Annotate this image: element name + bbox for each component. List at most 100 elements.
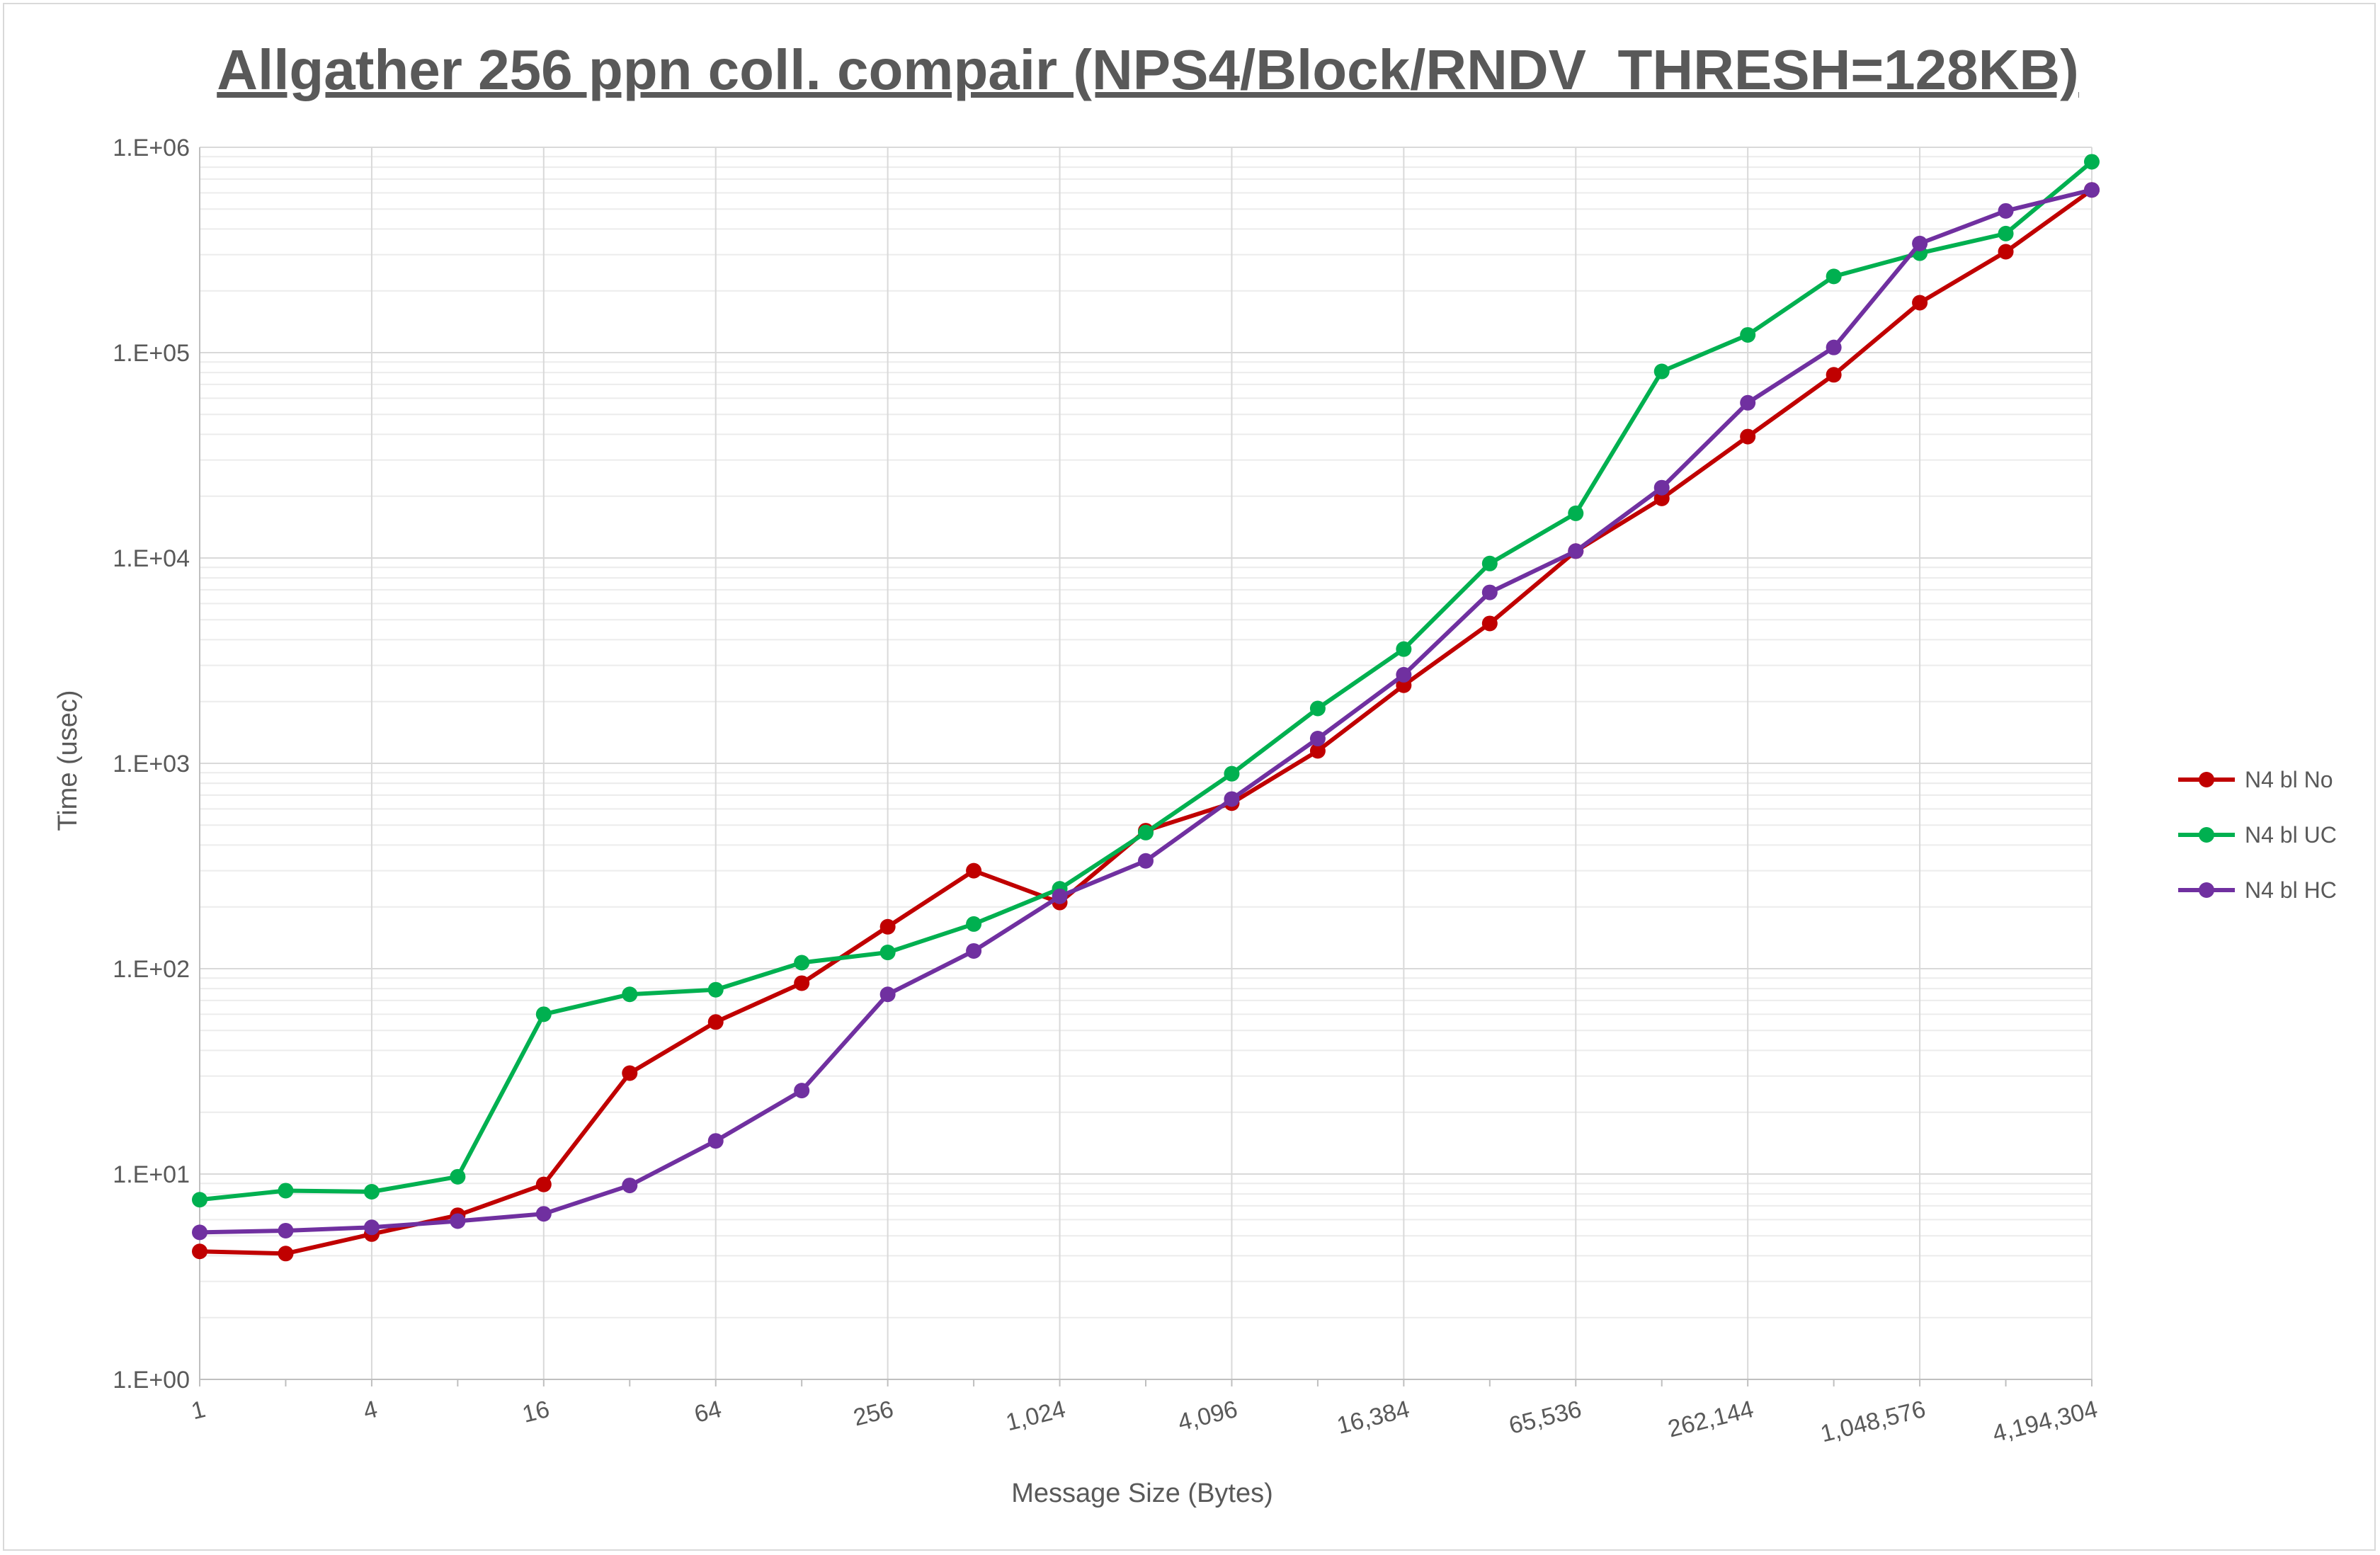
data-point [966,916,982,932]
data-point [622,1178,638,1194]
x-tick-label: 4 [360,1396,380,1425]
legend: N4 bl No N4 bl UC N4 bl HC [2178,767,2337,903]
data-point [794,975,810,991]
grid-lines [199,147,2093,1380]
data-point [450,1168,466,1185]
data-point [1653,490,1670,506]
data-point [1912,295,1928,311]
series-2 [192,154,2100,1208]
x-tick-label: 1,024 [1003,1396,1069,1436]
data-point [1740,394,1756,411]
legend-label: N4 bl No [2245,767,2333,792]
data-point [622,1065,638,1081]
data-point [707,1014,724,1030]
legend-label: N4 bl HC [2245,877,2337,903]
data-point [1138,853,1154,869]
data-point [278,1246,294,1262]
data-point [1568,505,1584,521]
data-point [192,1243,207,1260]
x-tick-label: 262,144 [1666,1396,1756,1443]
data-point [879,945,896,961]
data-point [1481,615,1498,632]
data-point [1826,339,1842,355]
data-point [1826,367,1842,383]
legend-swatch-marker [2199,772,2214,787]
legend-entry: N4 bl HC [2178,877,2337,903]
chart-title: Allgather 256 ppn coll. compair (NPS4/Bl… [217,38,2079,101]
data-point [707,1133,724,1149]
data-point [1912,235,1928,251]
x-axis-title: Message Size (Bytes) [1011,1479,1273,1508]
data-point [1740,428,1756,445]
data-point [1052,888,1068,904]
data-point [1309,743,1326,759]
data-point [1309,731,1326,747]
data-point [879,918,896,935]
data-point [1998,225,2014,241]
data-point [1740,326,1756,343]
data-point [535,1006,552,1023]
data-point [192,1224,207,1241]
chart-svg: Allgather 256 ppn coll. compair (NPS4/Bl… [53,38,2337,1508]
legend-entry: N4 bl UC [2178,822,2337,848]
data-point [2084,182,2100,198]
y-tick-label: 1.E+04 [113,545,190,572]
data-point [2084,154,2100,170]
y-tick-label: 1.E+01 [113,1161,190,1188]
x-tick-label: 64 [692,1396,724,1428]
x-tick-label: 1,048,576 [1818,1396,1928,1447]
data-point [1826,268,1842,285]
x-tick-label: 256 [850,1396,896,1432]
data-point [1998,203,2014,219]
data-point [363,1219,380,1236]
y-tick-label: 1.E+06 [113,135,190,161]
data-point [966,862,982,879]
data-point [363,1183,380,1200]
data-point [535,1176,552,1192]
series-1 [192,182,2100,1262]
y-tick-label: 1.E+00 [113,1367,190,1394]
data-point [1653,363,1670,380]
x-tick-label: 16 [520,1396,552,1428]
data-point [1481,555,1498,571]
x-tick-label: 16,384 [1334,1396,1412,1440]
x-tick-label: 65,536 [1506,1396,1584,1440]
x-tick-label: 4,096 [1175,1396,1241,1436]
x-tick-label: 4,194,304 [1990,1396,2100,1447]
y-tick-label: 1.E+02 [113,956,190,983]
data-point [1138,824,1154,841]
y-axis-title: Time (usec) [53,690,83,831]
data-point [1396,641,1412,657]
data-point [879,986,896,1003]
data-point [966,942,982,959]
data-point [1568,543,1584,559]
legend-entry: N4 bl No [2178,767,2333,792]
data-point [1998,244,2014,260]
legend-swatch-marker [2199,827,2214,843]
data-point [192,1192,207,1208]
data-point [794,1083,810,1099]
series-lines [192,154,2100,1262]
y-tick-label: 1.E+05 [113,340,190,367]
axes: 1.E+00 1.E+01 1.E+02 1.E+03 1.E+04 1.E+05 1.E+… [113,135,2100,1447]
data-point [450,1213,466,1229]
data-point [707,981,724,998]
series-3 [192,182,2100,1241]
data-point [535,1206,552,1222]
y-tick-label: 1.E+03 [113,751,190,778]
data-point [1224,765,1240,782]
data-point [278,1222,294,1238]
data-point [622,986,638,1003]
legend-swatch-marker [2199,882,2214,898]
data-point [1396,666,1412,683]
data-point [1309,700,1326,717]
data-point [278,1183,294,1199]
series-line [199,160,2093,1202]
data-point [1653,479,1670,496]
data-point [794,955,810,971]
chart-frame: Allgather 256 ppn coll. compair (NPS4/Bl… [3,3,2376,1551]
series-line [199,188,2093,1256]
data-point [1224,791,1240,807]
data-point [1481,584,1498,600]
x-tick-label: 1 [188,1396,208,1425]
